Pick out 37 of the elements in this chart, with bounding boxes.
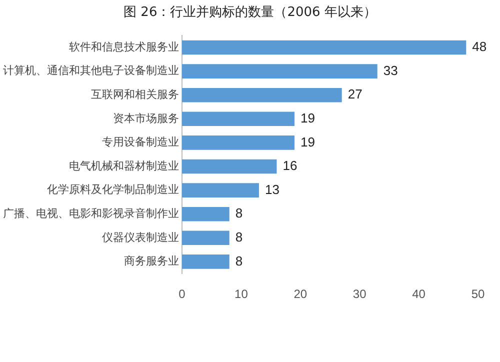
data-label: 48	[472, 39, 487, 54]
x-tick-label: 50	[471, 287, 485, 302]
y-tick-label: 商务服务业	[124, 254, 179, 268]
y-tick-label: 计算机、通信和其他电子设备制造业	[3, 64, 179, 78]
data-label: 13	[264, 182, 280, 197]
y-tick-label: 仪器仪表制造业	[102, 230, 179, 244]
bar	[182, 64, 378, 78]
y-tick-label: 广播、电视、电影和影视录音制作业	[3, 206, 179, 220]
chart-title: 图 26：行业并购标的数量（2006 年以来）	[122, 4, 378, 22]
x-tick-label: 10	[234, 287, 248, 302]
x-tick-label: 30	[352, 287, 367, 302]
data-label: 8	[235, 206, 243, 221]
bar	[182, 112, 294, 126]
data-label: 19	[300, 134, 315, 150]
x-tick-label: 0	[178, 287, 186, 302]
bar	[182, 40, 466, 55]
x-tick-label: 20	[294, 287, 308, 302]
y-tick-label: 资本市场服务	[113, 112, 179, 125]
bar	[182, 254, 230, 269]
y-tick-label: 专用设备制造业	[102, 136, 179, 149]
data-label: 16	[282, 158, 298, 174]
y-tick-label: 化学原料及化学制品制造业	[47, 183, 179, 196]
bar	[182, 136, 294, 150]
bar	[182, 183, 259, 198]
bar	[182, 230, 230, 246]
data-label: 33	[383, 62, 398, 78]
y-tick-label: 电气机械和器材制造业	[69, 159, 179, 172]
data-label: 8	[235, 229, 243, 244]
bar	[182, 159, 277, 174]
data-label: 27	[348, 86, 362, 102]
y-tick-label: 软件和信息技术服务业	[69, 40, 179, 54]
x-tick-label: 40	[412, 287, 426, 302]
bar	[182, 88, 342, 102]
data-label: 8	[235, 253, 243, 268]
data-label: 19	[300, 110, 315, 126]
bar	[182, 206, 230, 222]
y-tick-label: 互联网和相关服务	[91, 88, 179, 101]
